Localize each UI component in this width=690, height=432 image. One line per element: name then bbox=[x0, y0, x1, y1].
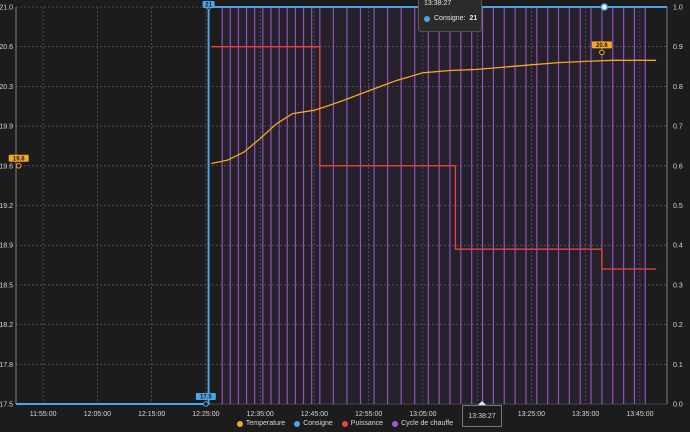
temperature-marker-tag bbox=[8, 154, 29, 162]
y-right-tick-label: 0.0 bbox=[673, 402, 683, 409]
grid-lines bbox=[16, 6, 667, 405]
y-left-tick-label: 19.2 bbox=[0, 203, 13, 210]
tooltip-value: 21 bbox=[469, 15, 478, 22]
y-right-tick-label: 0.5 bbox=[673, 203, 683, 210]
legend-item[interactable]: Puissance bbox=[341, 420, 384, 427]
consigne-marker bbox=[203, 401, 209, 407]
data-markers: 19.6 20.6 17.5 21 bbox=[8, 1, 612, 407]
legend-swatch-icon bbox=[236, 420, 243, 427]
x-tick-label: 12:45:00 bbox=[301, 411, 328, 418]
x-tick-label: 12:05:00 bbox=[84, 411, 111, 418]
temperature-marker bbox=[15, 163, 22, 169]
cycle-de-chauffe-band bbox=[222, 7, 646, 404]
legend-swatch-icon bbox=[341, 420, 348, 427]
x-tick-label: 13:05:00 bbox=[409, 411, 436, 418]
y-left-tick-label: 18.5 bbox=[0, 282, 13, 289]
temperature-marker-label: 20.6 bbox=[596, 43, 608, 49]
y-left-tick-label: 21.0 bbox=[0, 5, 13, 12]
x-tick-label: 13:25:00 bbox=[518, 411, 545, 418]
tooltip-time: 13:38:27 bbox=[424, 0, 452, 7]
y-left-tick-label: 18.9 bbox=[0, 243, 13, 250]
legend-swatch-icon bbox=[294, 420, 301, 427]
cycle-de-chauffe-series bbox=[221, 7, 646, 404]
legend-label: Puissance bbox=[350, 420, 384, 427]
crosshair-time-label: 13:38:27 bbox=[462, 405, 502, 427]
y-left-tick-label: 17.8 bbox=[0, 362, 13, 369]
y-right-tick-label: 0.8 bbox=[673, 84, 683, 91]
y-right-tick-label: 0.1 bbox=[673, 362, 683, 369]
y-left-tick-label: 19.6 bbox=[0, 163, 13, 170]
axes: 17.5 0.0 17.8 0.1 18.2 0.2 18.5 0.3 18.9 0.4 19.2 0… bbox=[0, 5, 683, 419]
x-tick-label: 11:55:00 bbox=[30, 411, 57, 418]
y-right-tick-label: 0.7 bbox=[673, 124, 683, 131]
legend-item[interactable]: Consigne bbox=[294, 420, 333, 427]
crosshair-arrow-icon bbox=[478, 401, 486, 405]
y-left-tick-label: 19.9 bbox=[0, 124, 13, 131]
temperature-marker-label: 19.6 bbox=[13, 156, 25, 162]
y-left-tick-label: 20.3 bbox=[0, 84, 13, 91]
legend-item[interactable]: Temperature bbox=[236, 420, 286, 427]
temperature-line bbox=[211, 59, 657, 165]
legend: Temperature Consigne Puissance Cycle de cha… bbox=[0, 420, 690, 427]
x-tick-label: 13:35:00 bbox=[572, 411, 599, 418]
consigne-marker-tag bbox=[195, 393, 216, 400]
legend-label: Consigne bbox=[303, 420, 333, 427]
x-tick-label: 12:15:00 bbox=[138, 411, 165, 418]
temperature-marker-tag bbox=[591, 41, 612, 49]
y-right-tick-label: 0.9 bbox=[673, 44, 683, 51]
tooltip-row: Consigne: 21 bbox=[424, 15, 477, 22]
y-right-tick-label: 0.2 bbox=[673, 322, 683, 329]
x-tick-label: 12:55:00 bbox=[355, 411, 382, 418]
consigne-marker-label: 17.5 bbox=[200, 395, 212, 401]
consigne-dot-icon bbox=[424, 15, 430, 22]
y-left-tick-label: 20.6 bbox=[0, 44, 13, 51]
consigne-marker-label: 21 bbox=[205, 3, 212, 9]
tooltip-anchor-point bbox=[600, 3, 609, 11]
legend-label: Temperature bbox=[245, 420, 286, 427]
y-right-tick-label: 0.6 bbox=[673, 163, 683, 170]
x-tick-label: 12:35:00 bbox=[247, 411, 274, 418]
legend-swatch-icon bbox=[392, 420, 399, 427]
legend-label: Cycle de chauffe bbox=[401, 420, 454, 427]
consigne-marker-tag bbox=[202, 1, 215, 8]
y-right-tick-label: 0.4 bbox=[673, 243, 683, 250]
puissance-line bbox=[211, 46, 657, 270]
x-tick-label: 12:25:00 bbox=[192, 411, 219, 418]
y-right-tick-label: 0.3 bbox=[673, 282, 683, 289]
y-left-tick-label: 17.5 bbox=[0, 402, 13, 409]
y-left-tick-label: 18.2 bbox=[0, 322, 13, 329]
tooltip: 13:38:27 Consigne: 21 bbox=[418, 0, 482, 32]
temperature-marker bbox=[599, 49, 605, 56]
y-right-tick-label: 1.0 bbox=[673, 5, 683, 12]
x-tick-label: 13:45:00 bbox=[626, 411, 653, 418]
legend-item[interactable]: Cycle de chauffe bbox=[392, 420, 453, 427]
tooltip-label: Consigne: bbox=[434, 15, 466, 22]
